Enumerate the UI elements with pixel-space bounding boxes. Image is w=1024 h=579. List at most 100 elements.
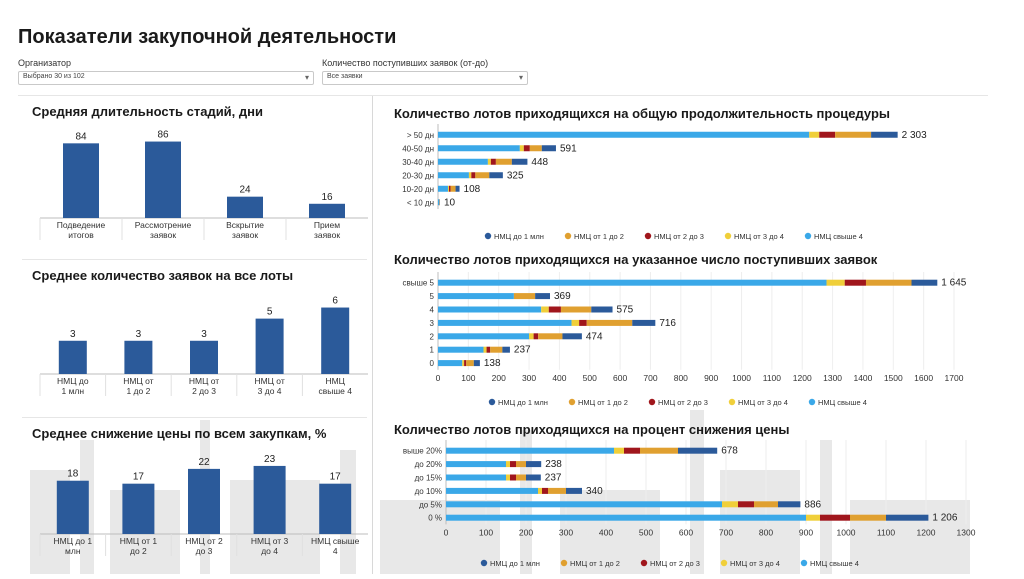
- x-tick-label: 0: [436, 373, 441, 383]
- legend-marker: [481, 560, 487, 566]
- x-tick-label: 1300: [823, 373, 842, 383]
- legend-label: НМЦ свыше 4: [818, 398, 867, 407]
- bar-segment: [448, 186, 449, 192]
- x-tick-label: 1100: [763, 373, 782, 383]
- bar-segment: [516, 461, 526, 467]
- x-tick-label: 1500: [884, 373, 903, 383]
- chart-title: Среднее количество заявок на все лоты: [32, 268, 293, 283]
- bar: [188, 469, 220, 534]
- data-label: 340: [586, 486, 603, 497]
- bar-segment: [526, 461, 541, 467]
- data-label: 237: [545, 473, 562, 484]
- y-tick-label: 5: [430, 292, 435, 301]
- y-tick-label: 2: [430, 332, 435, 341]
- x-tick-label: 1700: [945, 373, 964, 383]
- y-tick-label: до 5%: [419, 500, 442, 509]
- x-tick-label: 700: [643, 373, 657, 383]
- legend-label: НМЦ от 2 до 3: [658, 398, 708, 407]
- bar-segment: [632, 320, 655, 326]
- legend-marker: [729, 399, 735, 405]
- bar-segment: [446, 501, 722, 507]
- legend-label: НМЦ свыше 4: [814, 232, 863, 241]
- x-tick-label: 100: [479, 527, 493, 537]
- filter-bid-count: Количество поступивших заявок (от-до) Вс…: [322, 58, 528, 85]
- legend-label: НМЦ от 1 до 2: [578, 398, 628, 407]
- filter-organizer: Организатор Выбрано 30 из 102 ▾: [18, 58, 314, 85]
- data-label: 325: [507, 170, 524, 181]
- data-label: 10: [444, 197, 456, 208]
- bar-segment: [451, 186, 456, 192]
- data-label: 591: [560, 143, 577, 154]
- chevron-down-icon: ▾: [519, 73, 523, 82]
- bar: [59, 341, 87, 374]
- bar-segment: [827, 280, 845, 286]
- bar: [321, 308, 349, 374]
- data-label: 17: [330, 472, 342, 483]
- bar: [227, 197, 263, 218]
- x-tick-label: 200: [519, 527, 533, 537]
- x-tick-label: 1 млн: [62, 386, 85, 396]
- legend-marker: [649, 399, 655, 405]
- data-label: 24: [239, 185, 251, 196]
- divider: [18, 95, 988, 96]
- bar-segment: [548, 488, 566, 494]
- chart-panel-price-drop: Среднее снижение цены по всем закупкам, …: [20, 420, 368, 574]
- x-tick-label: заявок: [314, 230, 340, 240]
- bar-segment: [587, 320, 633, 326]
- bar-segment: [446, 475, 506, 481]
- x-tick-label: 1100: [877, 527, 896, 537]
- legend-marker: [645, 233, 651, 239]
- bar-segment: [538, 488, 542, 494]
- bar-segment: [820, 515, 850, 521]
- chart-panel-price-pct: Количество лотов приходящихся на процент…: [376, 418, 988, 574]
- x-tick-label: 1 до 2: [126, 386, 150, 396]
- bar: [254, 466, 286, 534]
- legend-marker: [489, 399, 495, 405]
- y-tick-label: 40-50 дн: [402, 144, 434, 153]
- filter-organizer-label: Организатор: [18, 58, 314, 68]
- x-tick-label: НМЦ свыше: [311, 536, 360, 546]
- bar-segment: [591, 307, 612, 313]
- bar-segment: [572, 320, 580, 326]
- bar: [63, 143, 99, 218]
- filter-organizer-select[interactable]: Выбрано 30 из 102 ▾: [18, 71, 314, 85]
- x-tick-label: 300: [522, 373, 536, 383]
- legend-marker: [565, 233, 571, 239]
- y-tick-label: 10-20 дн: [402, 185, 434, 194]
- bar-segment: [561, 307, 591, 313]
- legend-marker: [485, 233, 491, 239]
- divider: [22, 259, 367, 260]
- bar-segment: [516, 475, 526, 481]
- bar-segment: [520, 145, 524, 151]
- x-tick-label: 800: [674, 373, 688, 383]
- bar-segment: [678, 448, 717, 454]
- bar: [57, 481, 89, 534]
- x-tick-label: 500: [583, 373, 597, 383]
- bar-segment: [530, 145, 542, 151]
- legend-marker: [805, 233, 811, 239]
- bar-segment: [514, 293, 535, 299]
- x-tick-label: заявок: [150, 230, 176, 240]
- bar-segment: [469, 172, 471, 178]
- bar-segment: [542, 145, 556, 151]
- chevron-down-icon: ▾: [305, 73, 309, 82]
- bar-segment: [871, 132, 898, 138]
- bar-segment: [541, 307, 549, 313]
- x-tick-label: Рассмотрение: [135, 220, 192, 230]
- bar-segment: [819, 132, 835, 138]
- bar-segment: [614, 448, 624, 454]
- bar-segment: [866, 280, 912, 286]
- bar-segment: [489, 172, 503, 178]
- bar-segment: [488, 159, 491, 165]
- bar-segment: [491, 159, 496, 165]
- legend-marker: [721, 560, 727, 566]
- legend-label: НМЦ от 3 до 4: [730, 559, 780, 568]
- data-label: 23: [264, 454, 276, 465]
- data-label: 6: [332, 296, 338, 307]
- x-tick-label: заявок: [232, 230, 258, 240]
- filter-bid-count-select[interactable]: Все заявки ▾: [322, 71, 528, 85]
- bar-segment: [438, 320, 572, 326]
